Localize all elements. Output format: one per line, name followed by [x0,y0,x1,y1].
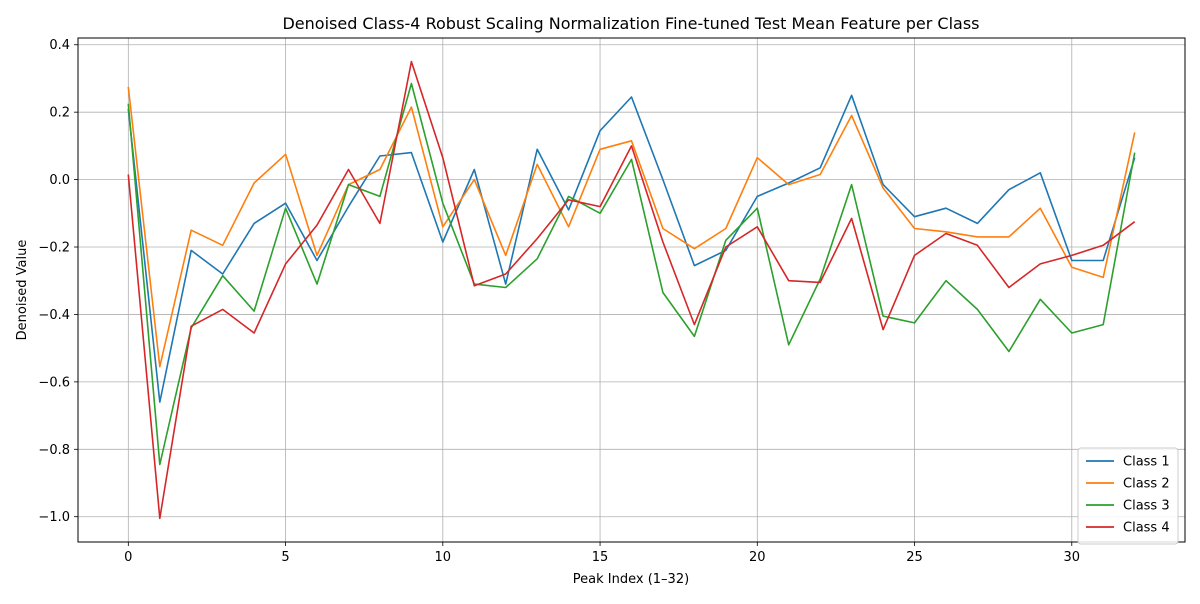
y-tick-label: −1.0 [38,510,70,525]
series-line-class-2 [127,86,1136,368]
x-tick-label: 0 [124,550,132,565]
x-tick-label: 30 [1064,550,1081,565]
series-line-class-3 [127,82,1136,466]
x-tick-label: 15 [592,550,609,565]
grid [78,38,1185,542]
x-tick-label: 20 [749,550,766,565]
x-tick-label: 10 [435,550,452,565]
y-axis-label: Denoised Value [15,240,30,341]
y-tick-label: 0.4 [49,38,70,53]
y-tick-label: −0.6 [38,375,70,390]
legend: Class 1 Class 2 Class 3 Class 4 [1077,447,1179,545]
plot-frame [77,37,1186,543]
legend-label: Class 2 [1123,477,1170,492]
legend-label: Class 1 [1123,455,1170,470]
y-tick-label: −0.2 [38,241,70,256]
legend-label: Class 4 [1123,521,1170,536]
series-lines [127,60,1136,520]
series-line-class-4 [127,60,1136,520]
y-tick-label: −0.4 [38,308,70,323]
chart-title: Denoised Class-4 Robust Scaling Normaliz… [282,14,979,33]
y-tick-label: −0.8 [38,443,70,458]
x-axis-label: Peak Index (1–32) [573,572,689,587]
x-tick-label: 5 [281,550,289,565]
y-tick-label: 0.2 [49,106,70,121]
y-tick-label: 0.0 [49,173,70,188]
x-tick-label: 25 [906,550,923,565]
series-line-class-1 [127,94,1136,403]
y-axis-ticks: −1.0 −0.8 −0.6 −0.4 −0.2 0.0 0.2 0.4 [38,38,78,525]
x-axis-ticks: 0 5 10 15 20 25 30 [124,542,1080,565]
legend-box [1077,447,1179,545]
legend-label: Class 3 [1123,499,1170,514]
